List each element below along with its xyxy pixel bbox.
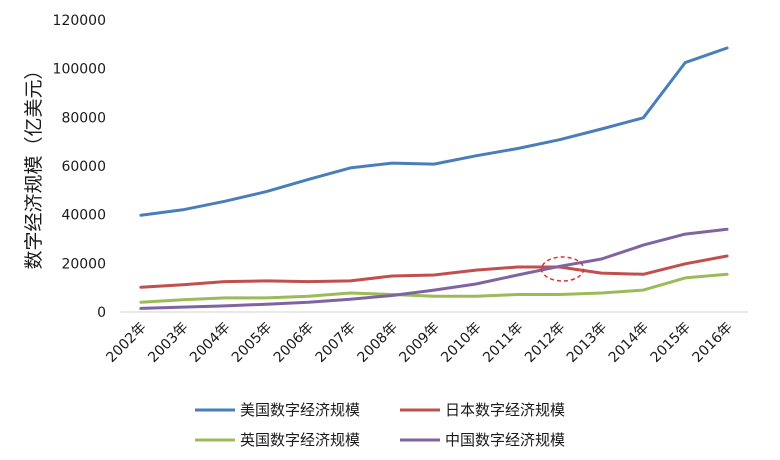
- x-axis-ticks: 2002年2003年2004年2005年2006年2007年2008年2009年…: [103, 320, 736, 366]
- y-tick-label: 120000: [53, 13, 106, 29]
- y-tick-label: 80000: [61, 110, 106, 126]
- x-tick-label: 2014年: [606, 320, 652, 366]
- y-tick-label: 60000: [61, 159, 106, 175]
- series-line-0: [139, 46, 729, 217]
- y-axis-ticks: 0 20000 40000 60000 80000 100000 120000: [53, 13, 106, 321]
- series-group: [139, 46, 729, 310]
- y-axis-label-group: 数字经济规模（亿美元）: [23, 60, 45, 269]
- x-tick-label: 2015年: [648, 320, 694, 366]
- x-tick-label: 2012年: [522, 320, 568, 366]
- x-tick-label: 2008年: [355, 320, 401, 366]
- y-tick-label: 0: [97, 305, 106, 321]
- series-line-2: [139, 272, 729, 304]
- x-tick-label: 2003年: [145, 320, 191, 366]
- legend-label: 中国数字经济规模: [445, 431, 565, 449]
- y-axis-label: 数字经济规模（亿美元）: [23, 60, 45, 269]
- annotation-ellipse: [540, 256, 585, 282]
- annotations-group: [540, 256, 585, 282]
- x-tick-label: 2013年: [564, 320, 610, 366]
- legend-label: 日本数字经济规模: [445, 401, 565, 419]
- x-tick-label: 2009年: [396, 320, 442, 366]
- x-tick-label: 2010年: [438, 320, 484, 366]
- legend-label: 美国数字经济规模: [240, 401, 360, 419]
- y-tick-label: 40000: [61, 208, 106, 224]
- series-line-3: [139, 227, 729, 310]
- x-tick-label: 2006年: [271, 320, 317, 366]
- x-tick-label: 2005年: [229, 320, 275, 366]
- legend-label: 英国数字经济规模: [240, 431, 360, 449]
- x-tick-label: 2002年: [103, 320, 149, 366]
- x-tick-label: 2007年: [313, 320, 359, 366]
- x-tick-label: 2016年: [689, 320, 735, 366]
- x-tick-label: 2004年: [187, 320, 233, 366]
- y-tick-label: 100000: [53, 62, 106, 78]
- y-tick-label: 20000: [61, 256, 106, 272]
- x-tick-label: 2011年: [480, 320, 526, 366]
- series-line-1: [139, 254, 729, 289]
